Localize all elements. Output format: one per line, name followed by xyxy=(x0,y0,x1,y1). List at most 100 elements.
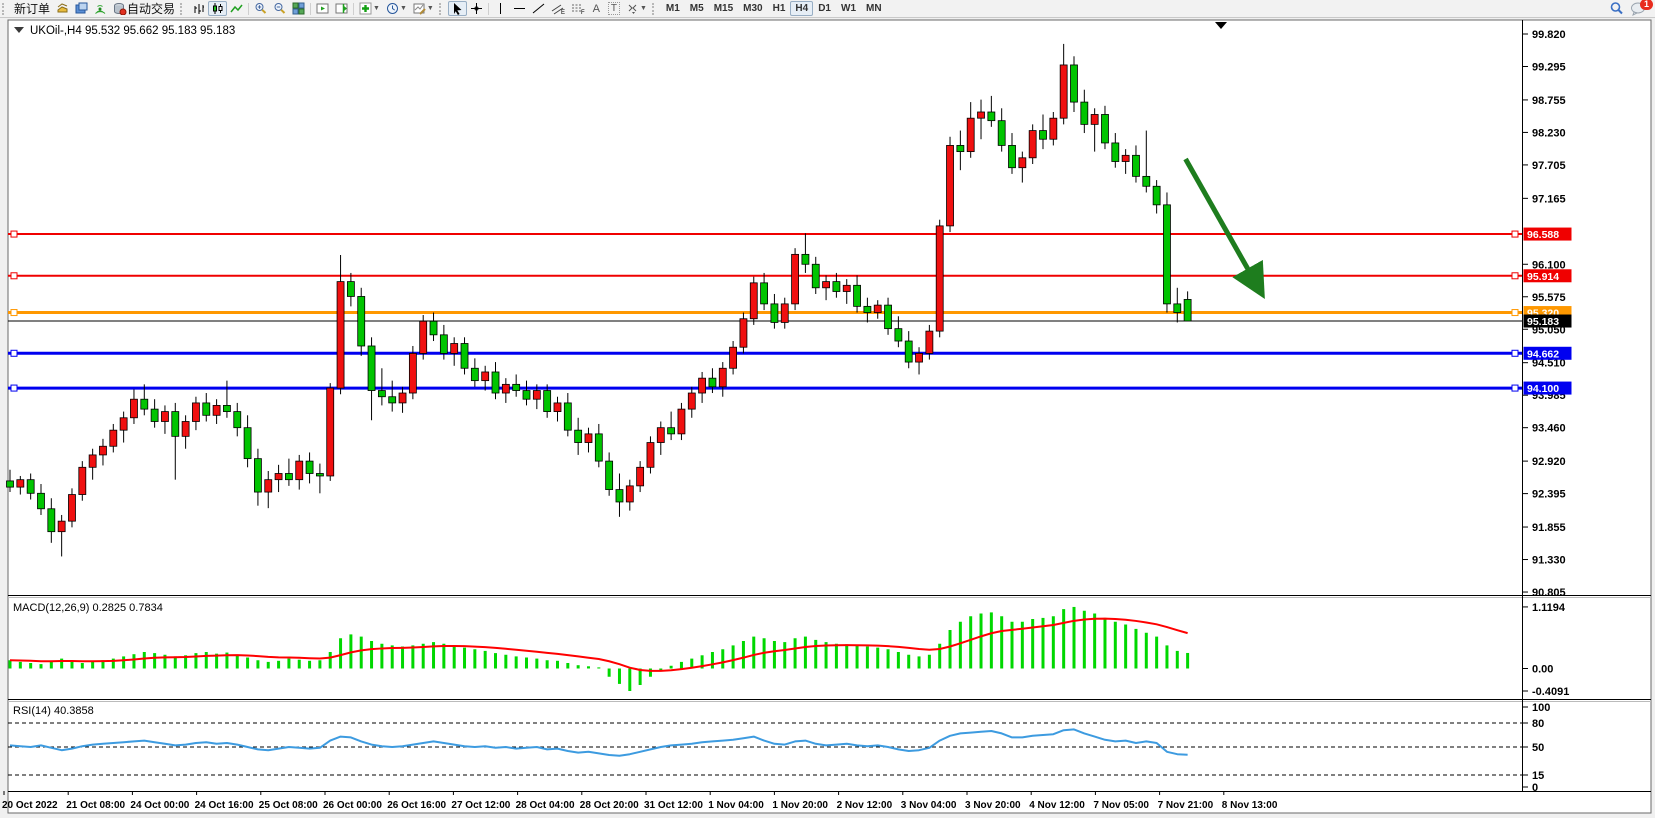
candle-bearish xyxy=(760,282,768,305)
fibonacci-tool-button[interactable]: F xyxy=(568,1,588,16)
cursor-tool-button[interactable] xyxy=(447,1,467,16)
candle-bullish xyxy=(1059,64,1068,119)
candle-bearish xyxy=(1132,154,1140,177)
price-axis-tick: 91.855 xyxy=(1532,522,1566,534)
date-axis-label: 3 Nov 04:00 xyxy=(901,800,957,811)
level-line-handle[interactable] xyxy=(1511,230,1519,238)
price-axis[interactable]: 99.820 99.295 98.755 98.230 97.705 97.165 96.1… xyxy=(1522,29,1572,794)
date-axis-label: 7 Nov 05:00 xyxy=(1093,800,1149,811)
level-line-handle[interactable] xyxy=(10,230,18,238)
price-level-lines[interactable] xyxy=(8,230,1522,392)
candle-bearish xyxy=(1070,64,1078,103)
line-chart-mode-button[interactable] xyxy=(227,1,246,16)
trend-arrow-annotation[interactable] xyxy=(1183,157,1265,299)
chart-title: UKOil-,H4 95.532 95.662 95.183 95.183 xyxy=(30,25,235,37)
price-tag xyxy=(1523,346,1572,360)
arrows-tool-button[interactable]: ▼ xyxy=(623,1,650,16)
indicators-add-icon xyxy=(359,2,372,15)
signals-button[interactable] xyxy=(91,1,110,16)
horizontal-line-tool-button[interactable] xyxy=(510,1,529,16)
candle-bullish xyxy=(584,433,593,443)
rsi-axis-tick: 0 xyxy=(1532,782,1538,794)
autotrading-button[interactable]: 自动交易 xyxy=(110,1,178,16)
chart-shift-button[interactable] xyxy=(332,1,351,16)
periods-button[interactable]: ▼ xyxy=(383,1,410,16)
candle-bearish xyxy=(150,408,159,422)
candlestick-mode-button[interactable] xyxy=(208,1,228,16)
price-tag xyxy=(1523,381,1572,395)
level-line-handle[interactable] xyxy=(1511,349,1519,357)
timeframe-button-m1[interactable]: M1 xyxy=(665,3,680,14)
notification-badge: 1 xyxy=(1639,0,1653,10)
timeframe-button-m15[interactable]: M15 xyxy=(713,3,734,14)
candle-bearish xyxy=(388,396,397,404)
tile-windows-icon xyxy=(292,2,305,15)
text-label-tool-button[interactable]: T xyxy=(605,1,623,16)
macd-pane[interactable]: MACD(12,26,9) 0.2825 0.7834 xyxy=(8,602,1190,692)
new-chart-button[interactable] xyxy=(53,1,72,16)
candle-bullish xyxy=(481,371,490,382)
rsi-pane[interactable]: RSI(14) 40.3858 xyxy=(8,705,1522,776)
level-line-handle[interactable] xyxy=(1511,384,1519,392)
candle-bearish xyxy=(563,402,572,431)
trendline-tool-button[interactable] xyxy=(529,1,548,16)
candles-series xyxy=(6,43,1192,557)
timeframe-button-d1[interactable]: D1 xyxy=(818,3,831,14)
candle-bullish xyxy=(181,421,190,437)
timeframe-button-m30[interactable]: M30 xyxy=(743,3,763,14)
rsi-axis-tick: 80 xyxy=(1532,718,1544,730)
timeframe-button-mn[interactable]: MN xyxy=(866,3,882,14)
candle-bullish xyxy=(450,343,459,354)
toolbar-grip[interactable] xyxy=(180,2,186,15)
candle-bearish xyxy=(1142,175,1151,187)
candle-bullish xyxy=(636,466,645,487)
candle-bearish xyxy=(801,253,810,265)
auto-scroll-button[interactable] xyxy=(313,1,332,16)
timeframe-button-m5[interactable]: M5 xyxy=(689,3,704,14)
candle-bearish xyxy=(470,367,479,382)
level-line-handle[interactable] xyxy=(1511,309,1519,317)
level-line-handle[interactable] xyxy=(10,309,18,317)
equidistant-channel-tool-button[interactable]: E xyxy=(548,1,568,16)
candle-bearish xyxy=(574,429,583,443)
toolbar-grip[interactable] xyxy=(438,2,445,15)
bar-chart-mode-button[interactable] xyxy=(189,1,208,16)
level-line-handle[interactable] xyxy=(10,384,18,392)
candle-bullish xyxy=(501,383,510,394)
text-tool-button[interactable]: A xyxy=(588,1,605,16)
crosshair-tool-button[interactable] xyxy=(467,1,486,16)
zoom-out-button[interactable] xyxy=(270,1,289,16)
candle-bearish xyxy=(1080,101,1089,125)
level-line-handle[interactable] xyxy=(1511,272,1519,280)
toolbar-grip[interactable] xyxy=(2,2,8,15)
tile-windows-button[interactable] xyxy=(289,1,308,16)
toolbar-grip[interactable] xyxy=(651,2,658,15)
indicators-button[interactable]: ▼ xyxy=(356,1,383,16)
one-click-trading-arrow[interactable] xyxy=(14,27,24,33)
profiles-button[interactable] xyxy=(72,1,91,16)
timeframe-button-h1[interactable]: H1 xyxy=(772,3,786,14)
date-axis-label: 26 Oct 16:00 xyxy=(387,800,446,811)
time-axis[interactable]: 20 Oct 2022 21 Oct 08:00 24 Oct 00:00 24 Oc… xyxy=(2,791,1278,811)
candle-bullish xyxy=(419,320,428,354)
chart-shift-marker[interactable] xyxy=(1215,22,1227,29)
date-axis-label: 2 Nov 12:00 xyxy=(837,800,893,811)
candle-bullish xyxy=(791,253,799,305)
new-order-button[interactable]: 新订单 xyxy=(11,1,53,16)
notifications-button[interactable]: 1 xyxy=(1627,0,1653,16)
candle-bullish xyxy=(326,387,335,477)
timeframe-button-h4[interactable]: H4 xyxy=(790,1,814,16)
vertical-line-tool-button[interactable] xyxy=(491,1,510,16)
candle-bearish xyxy=(1152,185,1161,206)
candle-bullish xyxy=(1090,114,1099,125)
date-axis-label: 20 Oct 2022 xyxy=(2,800,58,811)
level-line-handle[interactable] xyxy=(10,349,18,357)
search-button[interactable] xyxy=(1606,1,1627,16)
level-line-handle[interactable] xyxy=(10,272,18,280)
timeframe-button-w1[interactable]: W1 xyxy=(841,3,856,14)
templates-button[interactable]: ▼ xyxy=(410,1,437,16)
zoom-in-button[interactable] xyxy=(251,1,270,16)
candle-bearish xyxy=(956,145,965,153)
candle-bearish xyxy=(987,111,996,122)
